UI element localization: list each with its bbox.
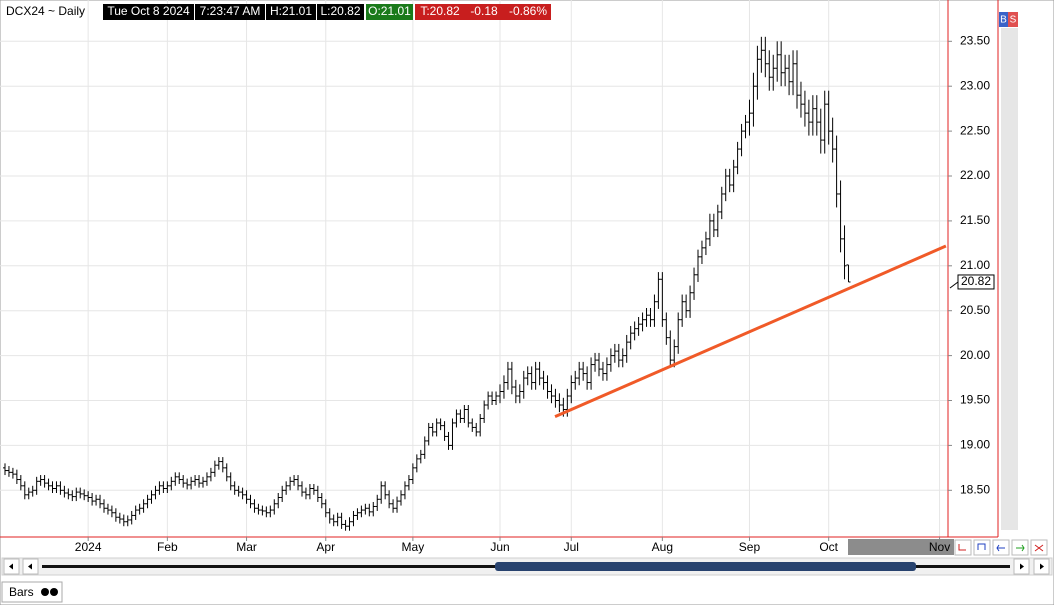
header-open: O:21.01 <box>368 4 411 18</box>
x-tick-label: 2024 <box>75 540 102 554</box>
y-tick-label: 21.50 <box>960 213 990 227</box>
symbol: DCX24 ~ Daily <box>6 4 85 18</box>
x-tick-label: May <box>402 540 425 554</box>
header-box <box>266 4 316 20</box>
tab-label: Bars <box>9 585 34 599</box>
header-high: H:21.01 <box>270 4 312 18</box>
header-change: -0.18 <box>470 4 498 18</box>
sell-label: S <box>1010 15 1017 26</box>
bars-tab[interactable] <box>1 581 63 603</box>
icon <box>28 563 32 570</box>
header-date: Tue Oct 8 2024 <box>107 4 190 18</box>
x-tick-label: Oct <box>819 540 838 554</box>
x-tick-label: Sep <box>739 540 761 554</box>
y-tick-label: 23.50 <box>960 33 990 47</box>
x-tick-label: Apr <box>316 540 335 554</box>
y-tick-label: 22.50 <box>960 123 990 137</box>
y-tick-label: 19.00 <box>960 438 990 452</box>
scroll-thumb[interactable] <box>495 562 916 571</box>
tool-button[interactable] <box>954 539 972 556</box>
buy-button[interactable] <box>999 12 1008 27</box>
header-box <box>366 4 413 20</box>
header-last: T:20.82 <box>420 4 460 18</box>
header-box <box>195 4 265 20</box>
icon <box>1020 563 1024 570</box>
y-tick-label: 20.50 <box>960 303 990 317</box>
x-tick-label: Jul <box>564 540 579 554</box>
x-tick-label: Nov <box>929 540 950 554</box>
side-scroll[interactable] <box>1001 28 1018 530</box>
icon <box>977 543 986 550</box>
header-box <box>103 4 194 20</box>
icon <box>41 588 49 596</box>
y-tick-label: 23.00 <box>960 78 990 92</box>
last-price-pointer <box>949 281 959 289</box>
icon <box>1016 544 1025 552</box>
icon <box>1040 563 1044 570</box>
price-bars <box>2 36 851 531</box>
trendline <box>554 244 947 419</box>
grid <box>0 0 948 537</box>
sell-button[interactable] <box>1008 12 1018 27</box>
header-change-pct: -0.86% <box>509 4 547 18</box>
x-tick-label: Feb <box>157 540 178 554</box>
last-price-label: 20.82 <box>961 274 991 288</box>
icon <box>996 544 1005 552</box>
header-box <box>317 4 364 20</box>
y-tick-label: 20.00 <box>960 348 990 362</box>
header-box <box>415 4 551 20</box>
icon <box>9 563 13 570</box>
last-price-box <box>957 274 995 290</box>
tool-button[interactable] <box>973 539 991 556</box>
x-tick-label: Aug <box>652 540 673 554</box>
x-tick-label: Jun <box>490 540 509 554</box>
header-time: 7:23:47 AM <box>200 4 261 18</box>
icon <box>958 544 966 551</box>
y-tick-label: 21.00 <box>960 258 990 272</box>
icon <box>50 588 58 596</box>
header-low: L:20.82 <box>320 4 360 18</box>
buy-label: B <box>1000 15 1007 26</box>
future-area <box>848 539 954 555</box>
x-tick-label: Mar <box>236 540 257 554</box>
y-tick-label: 19.50 <box>960 393 990 407</box>
y-tick-label: 22.00 <box>960 168 990 182</box>
icon <box>1034 544 1044 552</box>
y-tick-label: 18.50 <box>960 482 990 496</box>
toolbar-buttons <box>954 539 1048 556</box>
